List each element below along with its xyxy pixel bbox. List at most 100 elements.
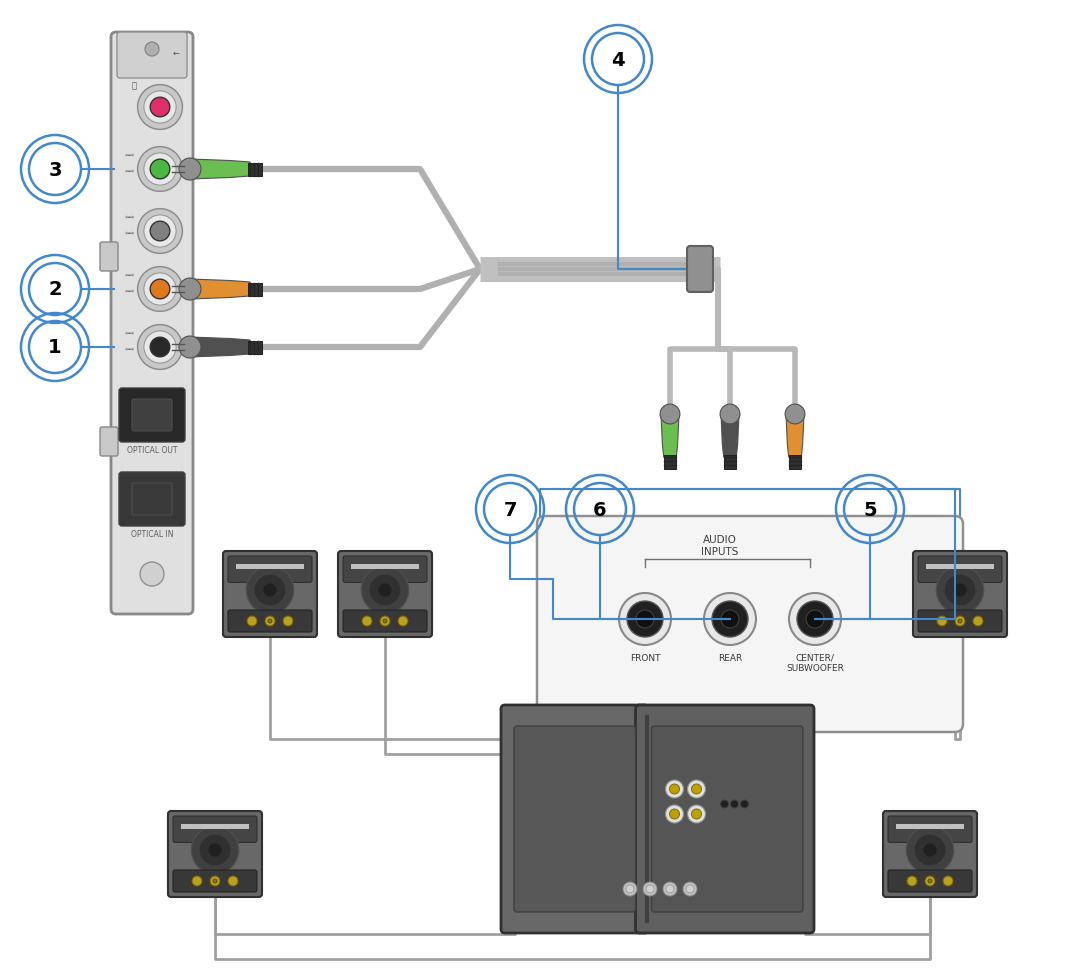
- Polygon shape: [721, 415, 739, 458]
- Circle shape: [150, 160, 169, 180]
- Circle shape: [228, 876, 238, 886]
- Circle shape: [955, 616, 965, 626]
- Text: REAR: REAR: [718, 653, 742, 662]
- FancyBboxPatch shape: [687, 246, 713, 292]
- Text: 🎧: 🎧: [132, 81, 137, 90]
- Text: OPTICAL IN: OPTICAL IN: [131, 529, 174, 539]
- Circle shape: [925, 876, 935, 886]
- Circle shape: [263, 583, 277, 598]
- Text: ⇦⇨: ⇦⇨: [125, 289, 135, 294]
- Bar: [896, 824, 964, 829]
- Text: AUDIO
INPUTS: AUDIO INPUTS: [701, 534, 739, 556]
- Circle shape: [246, 566, 293, 614]
- Circle shape: [191, 826, 238, 874]
- Bar: [181, 824, 249, 829]
- Circle shape: [937, 616, 947, 626]
- Circle shape: [914, 834, 946, 866]
- Circle shape: [378, 583, 392, 598]
- Circle shape: [906, 826, 954, 874]
- FancyBboxPatch shape: [343, 556, 427, 583]
- Polygon shape: [661, 415, 679, 458]
- Circle shape: [150, 280, 169, 299]
- Text: 2: 2: [49, 281, 62, 299]
- Circle shape: [958, 619, 962, 623]
- Circle shape: [138, 148, 182, 193]
- Circle shape: [255, 574, 286, 606]
- FancyBboxPatch shape: [111, 33, 193, 614]
- Circle shape: [627, 601, 663, 638]
- Circle shape: [150, 222, 169, 242]
- Bar: [248, 284, 262, 296]
- Text: ⇦⇨: ⇦⇨: [125, 169, 135, 174]
- FancyBboxPatch shape: [514, 727, 636, 912]
- FancyBboxPatch shape: [132, 400, 172, 431]
- Circle shape: [179, 279, 201, 300]
- Circle shape: [669, 809, 680, 820]
- Circle shape: [247, 616, 257, 626]
- Circle shape: [179, 336, 201, 359]
- Circle shape: [144, 92, 176, 124]
- Circle shape: [383, 619, 387, 623]
- FancyBboxPatch shape: [100, 427, 118, 457]
- FancyBboxPatch shape: [918, 610, 1002, 633]
- Circle shape: [361, 616, 372, 626]
- Circle shape: [210, 876, 220, 886]
- Circle shape: [712, 601, 748, 638]
- Circle shape: [937, 566, 984, 614]
- FancyBboxPatch shape: [100, 243, 118, 272]
- Polygon shape: [786, 415, 804, 458]
- Circle shape: [398, 616, 408, 626]
- Text: 7: 7: [503, 500, 517, 519]
- FancyBboxPatch shape: [117, 33, 187, 79]
- FancyBboxPatch shape: [119, 472, 185, 526]
- Circle shape: [692, 784, 701, 794]
- Circle shape: [369, 574, 400, 606]
- Circle shape: [907, 876, 917, 886]
- Circle shape: [150, 98, 169, 117]
- Circle shape: [720, 405, 740, 424]
- Circle shape: [643, 882, 657, 896]
- Circle shape: [619, 594, 671, 645]
- FancyBboxPatch shape: [173, 870, 257, 892]
- Circle shape: [150, 337, 169, 357]
- Text: CENTER/
SUBWOOFER: CENTER/ SUBWOOFER: [787, 653, 844, 673]
- Circle shape: [144, 216, 176, 247]
- Circle shape: [660, 405, 680, 424]
- Circle shape: [200, 834, 231, 866]
- Text: ⇦⇨: ⇦⇨: [125, 231, 135, 237]
- Circle shape: [730, 800, 738, 808]
- Bar: [665, 456, 675, 469]
- Text: OPTICAL OUT: OPTICAL OUT: [126, 446, 177, 455]
- Text: FRONT: FRONT: [630, 653, 660, 662]
- Circle shape: [144, 332, 176, 364]
- Circle shape: [669, 784, 680, 794]
- Bar: [248, 341, 262, 354]
- Circle shape: [740, 800, 749, 808]
- Text: ⇦⇨: ⇦⇨: [125, 273, 135, 278]
- Circle shape: [687, 780, 706, 798]
- FancyBboxPatch shape: [636, 705, 814, 933]
- Circle shape: [789, 594, 841, 645]
- Circle shape: [973, 616, 983, 626]
- FancyBboxPatch shape: [228, 610, 312, 633]
- Circle shape: [646, 885, 654, 893]
- Circle shape: [138, 209, 182, 254]
- Text: 5: 5: [863, 500, 877, 519]
- Circle shape: [636, 610, 654, 628]
- Bar: [236, 564, 304, 569]
- FancyBboxPatch shape: [501, 705, 648, 933]
- Text: ⇦⇨: ⇦⇨: [125, 154, 135, 158]
- Polygon shape: [190, 337, 250, 358]
- Circle shape: [623, 882, 637, 896]
- FancyBboxPatch shape: [537, 516, 962, 733]
- Circle shape: [265, 616, 275, 626]
- Circle shape: [140, 562, 164, 587]
- Circle shape: [806, 610, 824, 628]
- Circle shape: [138, 326, 182, 370]
- Bar: [351, 564, 419, 569]
- Circle shape: [144, 154, 176, 186]
- Circle shape: [797, 601, 833, 638]
- Circle shape: [686, 885, 694, 893]
- Circle shape: [683, 882, 697, 896]
- Text: ⇦⇨: ⇦⇨: [125, 347, 135, 352]
